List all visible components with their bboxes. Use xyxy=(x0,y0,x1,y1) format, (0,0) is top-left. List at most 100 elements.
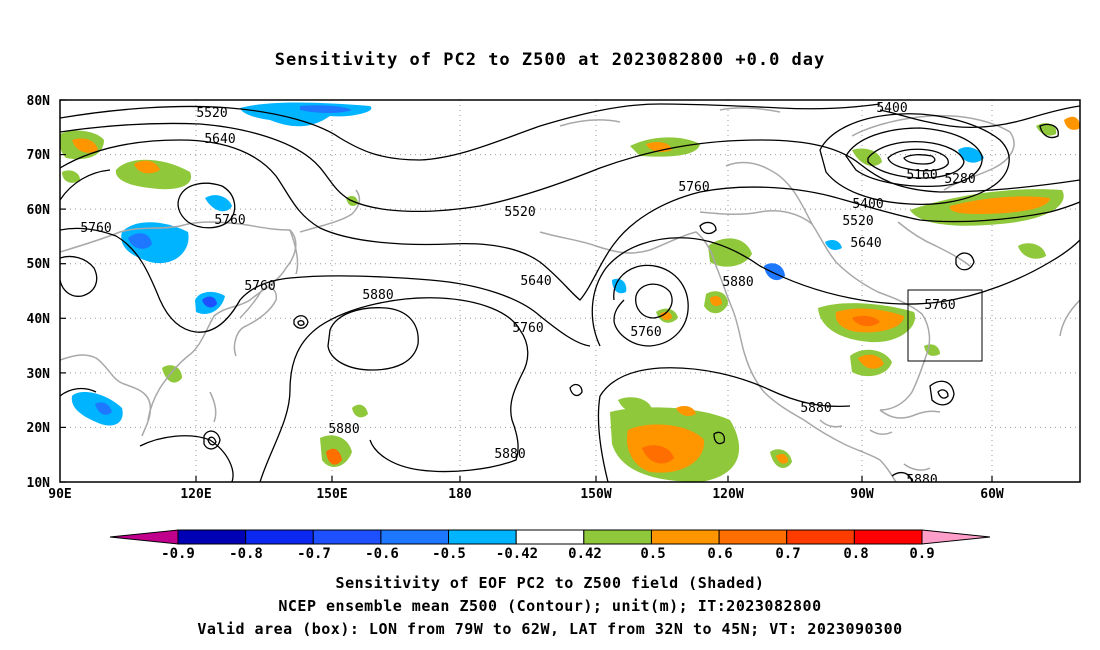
contour-label: 5640 xyxy=(204,132,235,147)
colorbar-swatch xyxy=(312,529,382,545)
colorbar-swatch xyxy=(718,529,788,545)
shade-negative-asia-b xyxy=(205,195,232,212)
colorbar-labels: -0.9 -0.8 -0.7 -0.6 -0.5 -0.42 0.42 0.5 … xyxy=(161,546,935,562)
contour-label: 5640 xyxy=(520,274,551,289)
longitude-labels: 90E 120E 150E 180 150W 120W 90W 60W xyxy=(48,487,1004,502)
contour-label: 5520 xyxy=(842,214,873,229)
axis-ticks xyxy=(60,99,993,483)
lon-tick-label: 90W xyxy=(850,487,874,502)
z500-contours xyxy=(60,103,1080,482)
shade-positive-siberia-core xyxy=(134,160,160,174)
contour-label: 5880 xyxy=(800,401,831,416)
shade-positive-gulf-core xyxy=(858,354,884,369)
contour-label: 5760 xyxy=(80,221,111,236)
colorbar-swatch xyxy=(853,529,923,545)
colorbar-label: 0.5 xyxy=(640,546,665,562)
shade-negative-japan-core xyxy=(202,296,217,308)
lon-tick-label: 180 xyxy=(448,487,472,502)
map-frame xyxy=(59,99,1081,483)
shade-negative-greenland xyxy=(958,147,984,163)
colorbar-label: -0.5 xyxy=(432,546,466,562)
colorbar-label: -0.9 xyxy=(161,546,195,562)
contour-label: 5400 xyxy=(876,101,907,116)
lat-tick-label: 40N xyxy=(27,312,51,327)
colorbar-label: 0.6 xyxy=(707,546,732,562)
contour-label: 5520 xyxy=(504,205,535,220)
colorbar-swatch xyxy=(650,529,720,545)
contour-label: 5760 xyxy=(512,321,543,336)
shade-positive-us-east-hot xyxy=(852,315,880,327)
shade-positive-mexico-core xyxy=(776,454,788,464)
colorbar-label: 0.7 xyxy=(775,546,800,562)
lon-tick-label: 60W xyxy=(980,487,1004,502)
colorbar-label: 0.8 xyxy=(843,546,868,562)
contour-label: 5280 xyxy=(944,172,975,187)
shade-negative-asia-a xyxy=(121,222,189,264)
contour-label: 5880 xyxy=(328,422,359,437)
figure-title: Sensitivity of PC2 to Z500 at 2023082800… xyxy=(274,50,826,70)
shade-positive-wpac-core xyxy=(326,448,342,465)
colorbar-swatch xyxy=(786,529,855,545)
colorbar-swatch xyxy=(515,529,585,545)
shade-negative-arctic-core xyxy=(300,105,352,113)
lon-tick-label: 120W xyxy=(712,487,743,502)
shade-positive-siberia-west xyxy=(62,170,80,183)
contour-label: 5400 xyxy=(852,197,883,212)
lat-tick-label: 80N xyxy=(27,94,51,109)
colorbar-swatch xyxy=(245,529,314,545)
lat-tick-label: 20N xyxy=(27,421,51,436)
colorbar-swatch xyxy=(448,529,517,545)
shade-positive-gulf-alaska xyxy=(708,238,752,267)
contour-label: 5640 xyxy=(850,236,881,251)
lon-tick-label: 90E xyxy=(48,487,71,502)
caption-line-1: Sensitivity of EOF PC2 to Z500 field (Sh… xyxy=(335,574,765,592)
contour-label: 5880 xyxy=(494,447,525,462)
contour-label: 5760 xyxy=(678,180,709,195)
colorbar xyxy=(109,529,991,545)
lon-tick-label: 120E xyxy=(180,487,211,502)
lon-tick-label: 150W xyxy=(580,487,611,502)
shade-negative-scs-core xyxy=(95,402,112,415)
caption-line-3: Valid area (box): LON from 79W to 62W, L… xyxy=(197,620,903,638)
contour-label: 5880 xyxy=(362,288,393,303)
lat-tick-label: 10N xyxy=(27,476,51,491)
shade-positive-tropical-pac-n xyxy=(618,397,652,414)
colorbar-label: -0.7 xyxy=(297,546,331,562)
colorbar-swatch xyxy=(177,529,247,545)
colorbar-arrow-high xyxy=(921,529,991,545)
lon-tick-label: 150E xyxy=(316,487,347,502)
shade-positive-atlantic-east xyxy=(1064,116,1080,130)
shade-positive-alaska-west-core xyxy=(72,138,98,153)
shade-positive-newfoundland xyxy=(1018,243,1046,259)
colorbar-arrow-low xyxy=(109,529,179,545)
lat-tick-label: 60N xyxy=(27,203,51,218)
colorbar-label: -0.42 xyxy=(496,546,538,562)
caption-line-2: NCEP ensemble mean Z500 (Contour); unit(… xyxy=(278,597,822,615)
lat-tick-label: 50N xyxy=(27,257,51,272)
contour-label: 5760 xyxy=(244,279,275,294)
colorbar-label: 0.9 xyxy=(909,546,934,562)
contour-label: 5760 xyxy=(630,325,661,340)
latitude-labels: 80N 70N 60N 50N 40N 30N 20N 10N xyxy=(27,94,51,491)
contour-labels: 5520 5640 5760 5760 5760 5880 5880 5520 … xyxy=(80,101,975,488)
contour-label: 5880 xyxy=(722,275,753,290)
colorbar-label: 0.42 xyxy=(568,546,602,562)
shade-negative-asia-a-core xyxy=(128,233,152,249)
contour-label: 5880 xyxy=(906,473,937,488)
colorbar-swatch xyxy=(380,529,450,545)
colorbar-label: -0.6 xyxy=(365,546,399,562)
sensitivity-shading xyxy=(60,102,1080,482)
valid-area-box xyxy=(907,289,983,362)
contour-label: 5760 xyxy=(214,213,245,228)
shade-positive-wpac-n xyxy=(352,404,368,418)
shade-positive-siberia xyxy=(115,159,192,190)
shade-positive-nw-us-core xyxy=(710,296,722,306)
contour-label: 5760 xyxy=(924,298,955,313)
shade-positive-atlantic-core xyxy=(949,196,1050,214)
shade-negative-pacific xyxy=(612,278,627,294)
contour-label: 5160 xyxy=(906,168,937,183)
colorbar-label: -0.8 xyxy=(229,546,263,562)
shade-negative-labrador xyxy=(825,240,842,250)
shade-positive-tropical-pac-n2 xyxy=(676,406,696,416)
